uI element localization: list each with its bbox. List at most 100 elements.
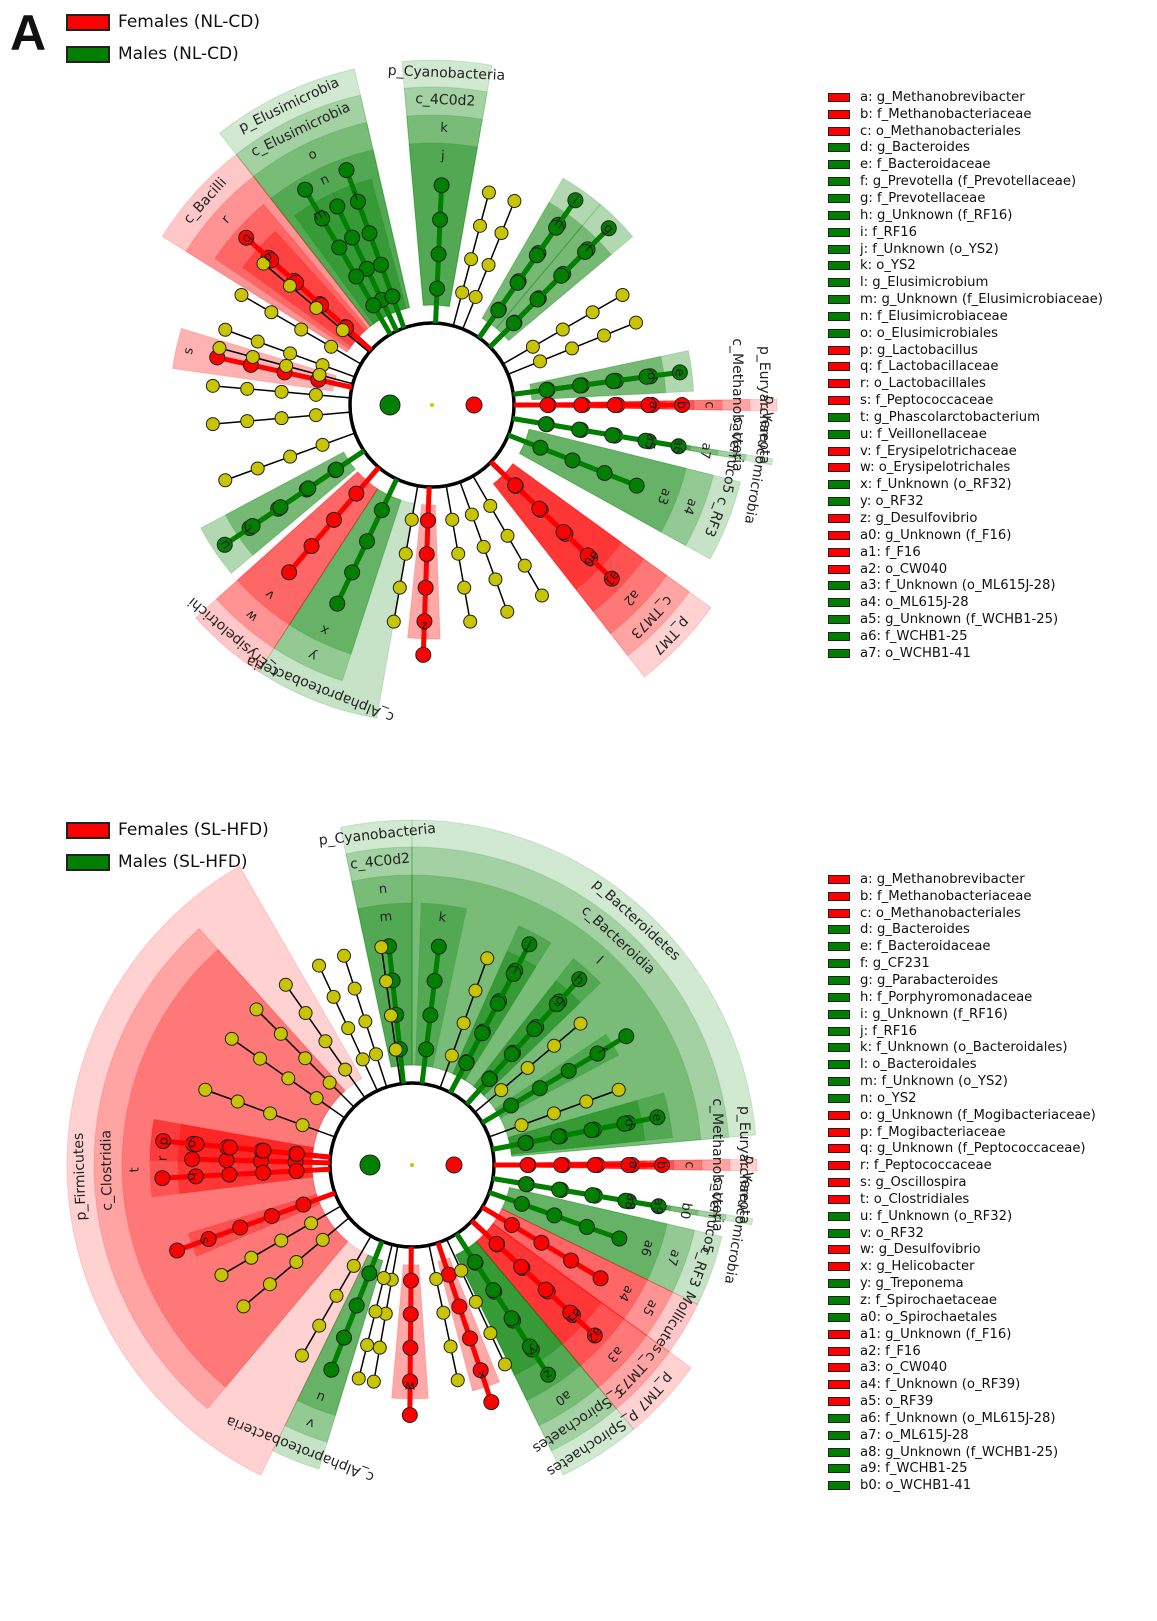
feature-legend-item: r: f_Peptococcaceae: [828, 1157, 1096, 1174]
sector-label: k: [438, 910, 448, 926]
male-swatch: [828, 429, 850, 439]
taxon-node: [281, 1071, 296, 1086]
clade-sector: [66, 865, 369, 1476]
feature-legend-item: y: g_Treponema: [828, 1275, 1096, 1292]
feature-label: a7: o_ML615J-28: [860, 1427, 969, 1443]
feature-label: k: f_Unknown (o_Bacteroidales): [860, 1040, 1068, 1056]
feature-legend-item: p: g_Lactobacillus: [828, 342, 1103, 359]
female-swatch: [828, 362, 850, 372]
sector-label: c_Clostridia: [98, 1130, 115, 1211]
female-swatch: [828, 1127, 850, 1137]
male-enriched-node: [429, 280, 446, 297]
taxon-node: [611, 1082, 626, 1097]
feature-legend-item: w: g_Desulfovibrio: [828, 1242, 1096, 1259]
female-enriched-node: [503, 1217, 520, 1234]
female-enriched-node: [232, 1219, 249, 1236]
sector-label: j: [523, 937, 534, 952]
male-enriched-node: [616, 1115, 633, 1132]
feature-label: d: g_Bacteroides: [860, 140, 970, 156]
female-swatch: [828, 109, 850, 119]
taxon-node: [309, 1091, 324, 1106]
female-swatch: [828, 1161, 850, 1171]
male-enriched-node: [528, 247, 545, 264]
sector-label: z: [420, 618, 428, 633]
male-swatch: [828, 1211, 850, 1221]
feature-legend-item: v: o_RF32: [828, 1225, 1096, 1242]
male-swatch: [828, 227, 850, 237]
male-enriched-node: [361, 225, 378, 242]
taxon-node: [507, 194, 522, 209]
male-enriched-node: [548, 996, 565, 1013]
sector-label: s: [181, 346, 197, 356]
male-enriched-node: [503, 1097, 520, 1114]
female-enriched-node: [674, 397, 690, 413]
male-swatch: [828, 1464, 850, 1474]
root-node: [410, 1163, 414, 1167]
male-enriched-node: [526, 1021, 543, 1038]
male-swatch: [828, 1060, 850, 1070]
male-enriched-node: [551, 1181, 568, 1198]
male-enriched-node: [272, 499, 289, 516]
female-enriched-node: [255, 1164, 272, 1181]
feature-legend-item: o: g_Unknown (f_Mogibacteriaceae): [828, 1107, 1096, 1124]
taxon-node: [520, 1060, 535, 1075]
taxon-node: [312, 1318, 327, 1333]
taxon-node: [455, 285, 470, 300]
female-enriched-node: [488, 1235, 505, 1252]
tree-layer: [154, 936, 670, 1423]
taxon-node: [429, 1271, 444, 1286]
feature-legend-item: a: g_Methanobrevibacter: [828, 89, 1103, 106]
taxon-node: [464, 507, 479, 522]
sector-label: l: [352, 190, 361, 205]
taxon-node: [329, 1288, 344, 1303]
female-enriched-node: [603, 570, 620, 587]
legend-label: Females (SL-HFD): [118, 820, 269, 840]
female-swatch: [828, 1397, 850, 1407]
taxon-node: [374, 940, 389, 955]
feature-label: a1: f_F16: [860, 544, 921, 560]
female-enriched-node: [402, 1272, 419, 1289]
female-enriched-node: [586, 1327, 603, 1344]
feature-legend-item: m: g_Unknown (f_Elusimicrobiaceae): [828, 291, 1103, 308]
female-enriched-node: [483, 1394, 500, 1411]
sector-label: i: [511, 962, 521, 977]
feature-legend-item: a7: o_ML615J-28: [828, 1427, 1096, 1444]
male-enriched-node: [617, 1192, 634, 1209]
female-enriched-node: [606, 397, 623, 413]
taxon-node: [341, 1021, 356, 1036]
taxon-node: [565, 341, 580, 356]
male-enriched-node: [365, 297, 382, 314]
female-enriched-node: [255, 1142, 272, 1159]
sector-label: w: [404, 1378, 415, 1393]
male-enriched-node: [550, 1128, 567, 1145]
feature-label: v: o_RF32: [860, 1225, 924, 1241]
cladogram-nlcd: p_Cyanobacteriac_4C0d2kjp_Elusimicrobiac…: [161, 59, 778, 725]
male-enriched-node: [328, 461, 345, 478]
feature-label: a4: f_Unknown (o_RF39): [860, 1377, 1021, 1393]
male-swatch: [828, 1481, 850, 1491]
male-enriched-node: [564, 452, 581, 469]
sector-label: a7: [696, 441, 713, 460]
feature-label: f: g_CF231: [860, 956, 930, 972]
feature-legend-item: i: g_Unknown (f_RF16): [828, 1006, 1096, 1023]
feature-legend-item: l: g_Elusimicrobium: [828, 274, 1103, 291]
feature-label: r: f_Peptococcaceae: [860, 1158, 992, 1174]
female-swatch: [828, 345, 850, 355]
male-enriched-node: [338, 162, 355, 179]
taxon-node: [240, 381, 255, 396]
taxon-node: [274, 1233, 289, 1248]
feature-label: s: f_Peptococcaceae: [860, 393, 994, 409]
taxon-node: [454, 1263, 469, 1278]
female-enriched-node: [348, 485, 365, 502]
sector-label: c_4C0d2: [415, 91, 476, 110]
male-enriched-node: [336, 1329, 353, 1346]
taxon-node: [312, 958, 327, 973]
feature-legend-item: v: f_Erysipelotrichaceae: [828, 443, 1103, 460]
feature-legend-item: n: f_Elusimicrobiaceae: [828, 308, 1103, 325]
female-enriched-node: [416, 613, 433, 630]
feature-label: a8: g_Unknown (f_WCHB1-25): [860, 1444, 1059, 1460]
female-enriched-node: [402, 1373, 419, 1390]
feature-label: j: f_RF16: [860, 1023, 918, 1039]
taxon-node: [468, 1294, 483, 1309]
female-enriched-node: [402, 1339, 419, 1356]
